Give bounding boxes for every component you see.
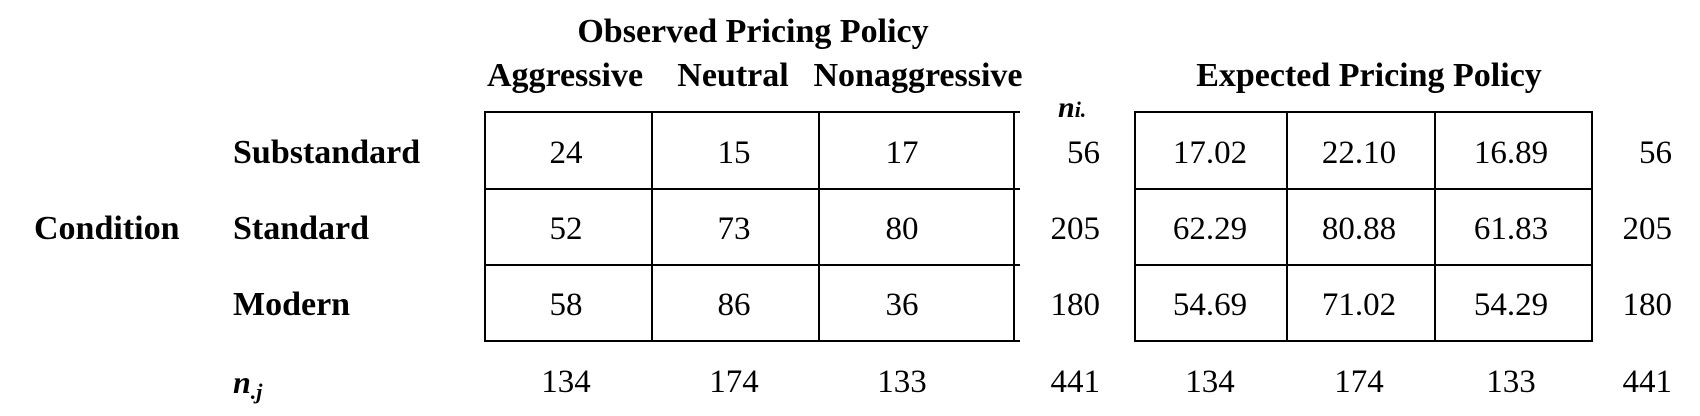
expected-cell: 71.02 [1321,287,1397,323]
observed-col-total: 134 [541,364,591,400]
grid-line [484,264,1020,266]
expected-row-total: 205 [1622,211,1673,247]
observed-col-total: 174 [709,364,759,400]
column-header-nonaggressive: Nonaggressive [813,57,1023,94]
observed-grand-total: 441 [1050,364,1101,400]
col-total-symbol: n [233,364,251,400]
expected-col-total: 174 [1334,364,1384,400]
row-total-header: ni. [1058,93,1086,123]
grid-line [1134,188,1593,190]
observed-cell: 80 [885,211,919,247]
expected-cell: 62.29 [1172,211,1248,247]
observed-cell: 73 [717,211,751,247]
grid-line [484,111,1020,113]
observed-cell: 15 [717,135,751,171]
condition-label: Condition [34,210,180,247]
observed-cell: 24 [549,135,583,171]
grid-line [1134,340,1593,342]
grid-line [818,111,820,342]
col-total-subscript: .j [250,379,263,404]
observed-cell: 36 [885,287,919,323]
col-total-label: n.j [233,364,262,403]
column-header-neutral: Neutral [677,57,789,94]
expected-col-total: 134 [1185,364,1235,400]
expected-row-total: 56 [1639,135,1672,171]
expected-cell: 61.83 [1473,211,1549,247]
observed-cell: 86 [717,287,751,323]
grid-line [1134,111,1593,113]
expected-cell: 54.29 [1473,287,1549,323]
expected-row-total: 180 [1622,287,1673,323]
row-total-symbol: n [1058,91,1075,124]
grid-line [1134,264,1593,266]
grid-line [651,111,653,342]
grid-line [1286,111,1288,342]
observed-row-total: 205 [1050,211,1101,247]
observed-row-total: 56 [1067,135,1100,171]
row-label-standard: Standard [233,210,370,247]
grid-line [1013,111,1015,342]
row-label-substandard: Substandard [233,134,421,171]
expected-cell: 16.89 [1473,135,1549,171]
expected-cell: 54.69 [1172,287,1248,323]
observed-cell: 52 [549,211,583,247]
expected-table-title: Expected Pricing Policy [1196,57,1542,94]
grid-line [484,188,1020,190]
expected-col-total: 133 [1486,364,1536,400]
grid-line [484,340,1020,342]
grid-line [1434,111,1436,342]
grid-line [1134,111,1136,342]
column-header-aggressive: Aggressive [486,57,644,94]
grid-line [484,111,486,342]
grid-line [1591,111,1593,342]
observed-cell: 58 [549,287,583,323]
expected-cell: 17.02 [1172,135,1248,171]
row-label-modern: Modern [233,286,351,323]
observed-row-total: 180 [1050,287,1101,323]
expected-cell: 80.88 [1321,211,1397,247]
row-total-subscript: i. [1074,97,1087,122]
observed-col-total: 133 [877,364,927,400]
observed-table-title: Observed Pricing Policy [577,13,929,50]
expected-cell: 22.10 [1321,135,1397,171]
observed-cell: 17 [885,135,919,171]
expected-grand-total: 441 [1622,364,1673,400]
